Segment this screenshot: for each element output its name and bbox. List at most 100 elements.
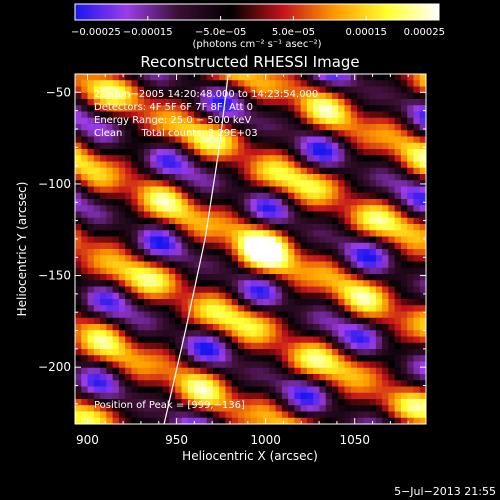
heatmap-cell (125, 349, 133, 356)
heatmap-cell (357, 86, 364, 94)
heatmap-cell (100, 255, 107, 263)
heatmap-cell (375, 255, 383, 263)
heatmap-cell (407, 186, 415, 194)
heatmap-cell (100, 142, 107, 150)
heatmap-cell (363, 180, 371, 188)
heatmap-cell (363, 336, 371, 344)
heatmap-cell (194, 280, 201, 288)
heatmap-cell (162, 399, 170, 406)
heatmap-cell (150, 292, 158, 300)
heatmap-cell (288, 399, 295, 406)
heatmap-cell (269, 305, 277, 313)
heatmap-cell (325, 192, 333, 200)
heatmap-cell (413, 374, 421, 381)
heatmap-cell (313, 249, 321, 256)
heatmap-cell (244, 142, 252, 150)
heatmap-cell (394, 317, 402, 325)
heatmap-cell (331, 86, 339, 94)
heatmap-cell (169, 330, 176, 338)
heatmap-cell (200, 330, 208, 338)
heatmap-cell (369, 167, 377, 175)
heatmap-cell (363, 92, 371, 100)
heatmap-cell (162, 111, 170, 119)
heatmap-cell (363, 167, 371, 175)
colorbar: −0.00025 −0.00015 −5.0e−05 5.0e−05 0.00015 0.… (71, 3, 445, 50)
heatmap-cell (93, 149, 101, 156)
solar-limb-line (163, 74, 229, 424)
heatmap-cell (206, 142, 214, 150)
heatmap-cell (131, 349, 139, 356)
heatmap-cell (231, 217, 239, 225)
heatmap-cell (331, 186, 339, 194)
heatmap-cell (263, 99, 270, 106)
heatmap-cell (100, 380, 107, 388)
heatmap-cell (419, 355, 426, 363)
heatmap-cell (206, 86, 214, 94)
heatmap-cell (175, 161, 183, 169)
heatmap-cell (219, 267, 227, 275)
heatmap-cell (388, 142, 396, 150)
heatmap-cell (419, 417, 426, 424)
heatmap-cell (263, 174, 270, 181)
heatmap-cell (300, 174, 308, 181)
heatmap-cell (106, 199, 114, 206)
heatmap-cell (407, 124, 415, 131)
heatmap-cell (275, 230, 283, 238)
heatmap-cell (369, 142, 377, 150)
heatmap-cell (281, 324, 289, 331)
heatmap-cell (175, 317, 183, 325)
heatmap-cell (143, 342, 151, 350)
heatmap-cell (269, 186, 277, 194)
heatmap-cell (181, 124, 189, 131)
heatmap-cell (100, 342, 107, 350)
heatmap-cell (275, 267, 283, 275)
heatmap-cell (256, 386, 264, 394)
heatmap-cell (87, 136, 95, 144)
heatmap-cell (106, 399, 114, 406)
heatmap-cell (300, 92, 308, 100)
heatmap-cell (250, 92, 258, 100)
heatmap-cell (112, 111, 120, 119)
heatmap-cell (93, 399, 101, 406)
heatmap-cell (288, 267, 295, 275)
heatmap-cell (338, 192, 346, 200)
heatmap-cell (300, 224, 308, 231)
heatmap-cell (306, 380, 314, 388)
heatmap-cell (357, 105, 364, 113)
heatmap-cell (300, 192, 308, 200)
heatmap-cell (250, 324, 258, 331)
heatmap-cell (256, 192, 264, 200)
heatmap-cell (363, 99, 371, 106)
heatmap-cell (219, 349, 227, 356)
heatmap-cell (331, 92, 339, 100)
heatmap-cell (400, 155, 408, 163)
heatmap-cell (100, 74, 107, 81)
heatmap-cell (400, 299, 408, 306)
heatmap-cell (413, 117, 421, 125)
heatmap-cell (357, 305, 364, 313)
heatmap-cell (313, 99, 321, 106)
heatmap-cell (106, 180, 114, 188)
heatmap-cell (288, 230, 295, 238)
heatmap-cell (413, 411, 421, 419)
heatmap-cell (244, 261, 252, 269)
heatmap-cell (118, 242, 126, 250)
heatmap-cell (75, 236, 82, 244)
heatmap-cell (219, 111, 227, 119)
heatmap-cell (162, 217, 170, 225)
heatmap-cell (93, 161, 101, 169)
heatmap-cell (275, 124, 283, 131)
heatmap-cell (225, 280, 233, 288)
heatmap-cell (156, 361, 164, 369)
heatmap-cell (231, 242, 239, 250)
heatmap-cell (294, 261, 302, 269)
heatmap-cell (357, 117, 364, 125)
heatmap-cell (125, 142, 133, 150)
heatmap-cell (413, 242, 421, 250)
heatmap-cell (250, 249, 258, 256)
heatmap-cell (288, 149, 295, 156)
heatmap-cell (407, 217, 415, 225)
heatmap-cell (413, 211, 421, 219)
heatmap-cell (231, 324, 239, 331)
heatmap-cell (319, 224, 327, 231)
